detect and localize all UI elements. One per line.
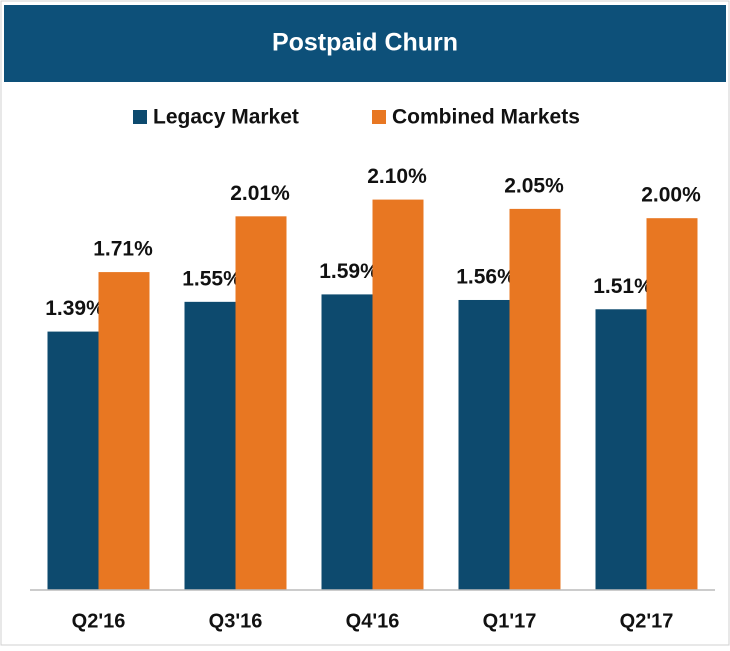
data-label: 1.71% [93, 238, 153, 261]
legend-swatch [372, 110, 386, 124]
bar [321, 294, 373, 590]
bar [184, 301, 236, 590]
x-tick-label: Q4'16 [346, 610, 400, 632]
chart-title: Postpaid Churn [272, 29, 458, 57]
data-label: 2.01% [230, 182, 290, 205]
x-tick-label: Q2'16 [72, 610, 126, 632]
title-bar [4, 5, 726, 82]
data-label: 1.39% [45, 297, 105, 320]
data-label: 1.55% [182, 267, 242, 290]
bar [98, 272, 150, 590]
bar [372, 199, 424, 590]
bar [235, 216, 287, 590]
bar [595, 309, 647, 590]
legend-label: Combined Markets [392, 106, 580, 129]
data-label: 1.59% [319, 260, 379, 283]
x-tick-label: Q1'17 [483, 610, 537, 632]
data-label: 2.00% [641, 184, 701, 207]
x-tick-label: Q3'16 [209, 610, 263, 632]
legend-label: Legacy Market [153, 106, 299, 129]
data-label: 2.10% [367, 165, 427, 188]
bar [47, 331, 99, 590]
data-label: 1.51% [593, 275, 653, 298]
legend-swatch [133, 110, 147, 124]
x-tick-label: Q2'17 [620, 610, 674, 632]
bar [458, 299, 510, 590]
bar [509, 208, 561, 591]
bar [646, 218, 698, 590]
data-label: 2.05% [504, 174, 564, 197]
data-label: 1.56% [456, 266, 516, 289]
